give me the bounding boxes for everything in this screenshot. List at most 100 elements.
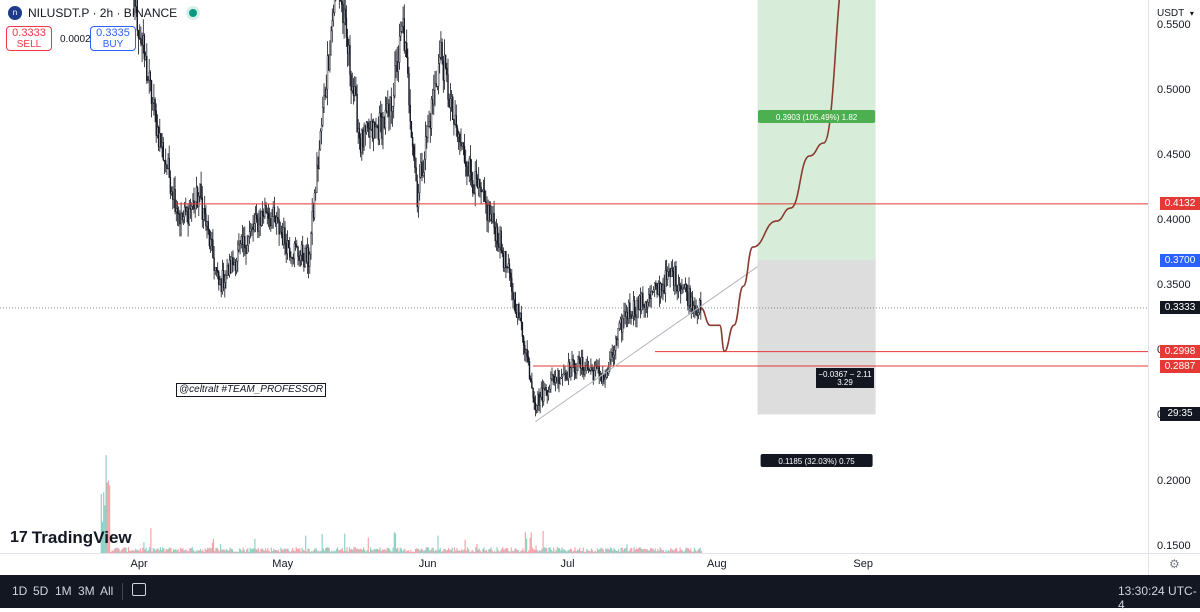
volume-bar (456, 547, 458, 553)
volume-bar (339, 550, 341, 553)
volume-bar (593, 552, 595, 553)
candle-body (584, 370, 586, 375)
candle-body (339, 0, 342, 2)
volume-bar (150, 528, 152, 553)
candle-body (298, 256, 300, 261)
candle-body (183, 206, 186, 218)
volume-bar (324, 550, 326, 553)
candle-body (493, 212, 495, 228)
range-1d-button[interactable]: 1D (12, 584, 28, 598)
volume-bar (648, 550, 650, 553)
candle-body (292, 257, 294, 260)
range-3m-button[interactable]: 3M (78, 584, 95, 598)
position-stop-label-bg (760, 454, 873, 467)
clock-display[interactable]: 13:30:24 UTC-4 (1118, 584, 1197, 612)
currency-selector[interactable]: USDT ▾ (1157, 8, 1194, 19)
candle-body (518, 304, 520, 319)
tradingview-logo: 17 TradingView (10, 528, 132, 548)
horizontal-levels (176, 203, 1148, 367)
date-range-calendar-icon[interactable] (132, 583, 146, 596)
sell-button[interactable]: 0.3333 SELL (6, 26, 52, 51)
volume-bar (509, 551, 511, 553)
volume-bar (266, 550, 268, 553)
volume-bar (693, 547, 695, 553)
volume-bar (135, 548, 137, 553)
candle-body (153, 99, 155, 103)
candle-body (502, 253, 505, 268)
chart-area[interactable]: 0.3903 (105.49%) 1.82 0.1185 (32.03%) 0.7… (0, 0, 1148, 553)
range-1m-button[interactable]: 1M (55, 584, 72, 598)
volume-bar (110, 551, 112, 553)
candle-body (402, 18, 404, 27)
volume-bar (293, 550, 295, 553)
candle-body (244, 235, 246, 249)
candle-body (540, 387, 542, 398)
gear-icon[interactable]: ⚙ (1169, 557, 1180, 571)
candle-body (491, 213, 493, 222)
time-tick-label: Apr (130, 558, 148, 570)
volume-bar (663, 550, 665, 553)
candle-body (611, 352, 613, 358)
volume-bar (626, 544, 628, 553)
volume-bar (436, 550, 438, 553)
volume-bar (392, 547, 394, 553)
candle-body (306, 247, 309, 263)
candle-body (515, 312, 518, 318)
range-all-button[interactable]: All (100, 584, 114, 598)
candle-body (180, 212, 182, 225)
symbol-legend: n NILUSDT.P · 2h · BINANCE (8, 6, 198, 20)
symbol-title[interactable]: NILUSDT.P · 2h · BINANCE (28, 6, 178, 20)
volume-bar (101, 521, 104, 553)
candle-body (700, 300, 702, 311)
volume-bar (381, 549, 384, 553)
volume-bar (144, 549, 146, 553)
volume-bar (694, 549, 697, 553)
volume-bar (227, 550, 229, 553)
volume-bar (143, 542, 145, 553)
price-tick-label: 0.2000 (1157, 474, 1191, 487)
candle-body (538, 394, 540, 406)
candle-body (330, 30, 332, 56)
volume-bar (312, 551, 314, 553)
candle-body (661, 283, 663, 291)
volume-bar (306, 551, 308, 553)
price-scale[interactable]: USDT ▾ 0.90000.85000.80000.75000.70000.6… (1148, 0, 1200, 553)
candle-body (274, 216, 277, 224)
candle-body (641, 292, 643, 311)
volume-bar (319, 551, 321, 553)
candle-body (198, 195, 200, 207)
volume-bar (183, 550, 185, 553)
volume-bar (104, 505, 106, 553)
candle-body (409, 104, 411, 122)
settings-corner[interactable]: ⚙ (1148, 553, 1200, 575)
volume-bar (231, 549, 233, 553)
position-center-label: −0.0367 − 2.113.29 (816, 368, 874, 388)
buy-button[interactable]: 0.3335 BUY (90, 26, 136, 51)
candle-body (300, 244, 303, 256)
currency-label: USDT (1157, 8, 1185, 19)
candle-body (533, 397, 535, 403)
candle-body (175, 208, 178, 212)
candle-body (163, 159, 166, 162)
candle-body (186, 207, 188, 212)
candle-body (311, 211, 313, 234)
volume-bar (321, 534, 323, 553)
spread-value: 0.0002 (60, 34, 91, 45)
range-5d-button[interactable]: 5D (33, 584, 49, 598)
volume-bar (371, 549, 373, 553)
buy-price: 0.3335 (96, 27, 130, 39)
candle-body (677, 284, 680, 292)
volume-bar (235, 551, 237, 553)
time-axis[interactable]: Apr May Jun Jul Aug Sep (0, 553, 1148, 575)
tradingview-logo-text: TradingView (31, 528, 132, 547)
candle-body (511, 277, 513, 292)
volume-bar (133, 550, 135, 553)
price-chart-svg[interactable]: 0.3903 (105.49%) 1.82 0.1185 (32.03%) 0.7… (0, 0, 1148, 553)
candle-body (678, 284, 681, 286)
volume-bar (600, 547, 602, 553)
volume-bar (313, 549, 315, 553)
candle-body (450, 96, 453, 99)
volume-bar (528, 550, 530, 553)
candle-body (442, 60, 444, 81)
volume-bar (223, 549, 225, 553)
